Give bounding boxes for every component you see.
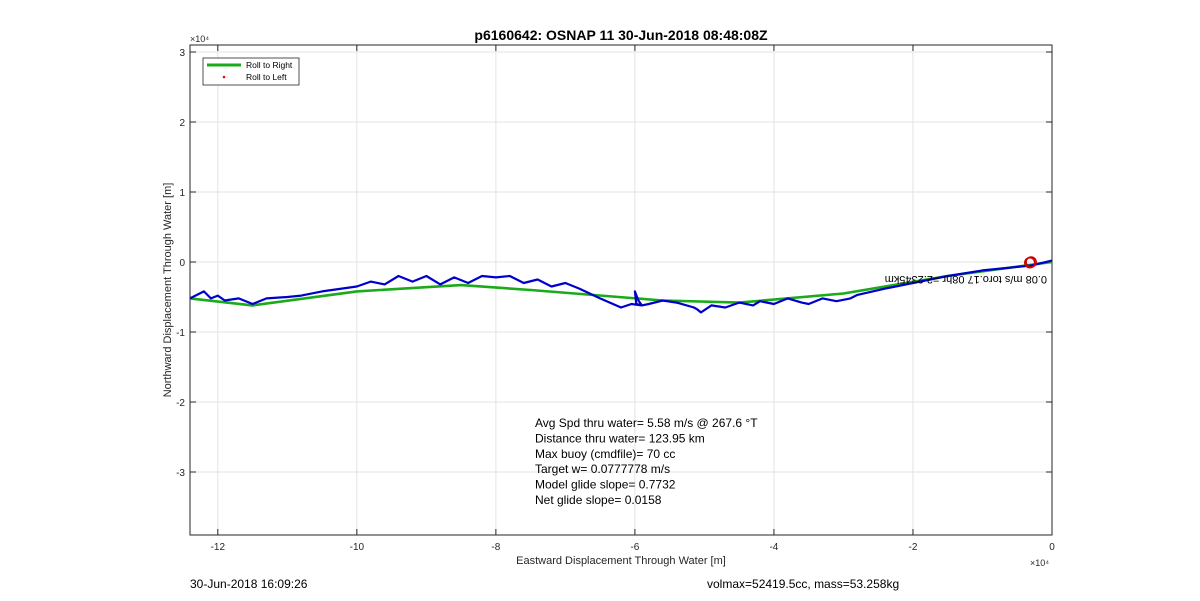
footer-vol-mass: volmax=52419.5cc, mass=53.258kg — [707, 577, 900, 591]
x-tick-label: -10 — [350, 542, 365, 553]
y-exponent-label: ×10⁴ — [190, 34, 209, 44]
legend-label-roll-right: Roll to Right — [246, 60, 293, 70]
annotation-line: Net glide slope= 0.0158 — [535, 493, 662, 507]
series-line-0 — [189, 260, 1053, 307]
legend: Roll to Right Roll to Left — [202, 57, 300, 86]
end-marker-circle — [1024, 256, 1036, 269]
y-tick-label: 2 — [179, 118, 185, 129]
legend-label-roll-left: Roll to Left — [246, 72, 287, 82]
y-tick-label: -1 — [176, 328, 185, 339]
annotation-line: Max buoy (cmdfile)= 70 cc — [535, 447, 675, 461]
x-axis-label: Eastward Displacement Through Water [m] — [516, 555, 726, 567]
x-tick-label: -8 — [491, 542, 500, 553]
axes-box — [189, 44, 1053, 536]
x-tick-label: 0 — [1049, 542, 1055, 553]
y-tick-label: -2 — [176, 398, 185, 409]
chart-title: p6160642: OSNAP 11 30-Jun-2018 08:48:08Z — [474, 27, 768, 43]
y-tick-label: -3 — [176, 468, 185, 479]
x-exponent-label: ×10⁴ — [1030, 558, 1049, 568]
legend-swatch-roll-left — [222, 75, 226, 79]
end-markers — [1024, 256, 1037, 269]
annotation-line: Target w= 0.0777778 m/s — [535, 462, 670, 476]
x-tick-label: -6 — [630, 542, 639, 553]
legend-box — [202, 57, 300, 86]
grid — [190, 45, 1053, 535]
series-line-1 — [189, 259, 1053, 314]
y-tick-label: 0 — [179, 258, 185, 269]
series-layer — [189, 259, 1053, 314]
y-axis-label: Northward Displacement Through Water [m] — [162, 183, 174, 398]
x-tick-label: -2 — [909, 542, 918, 553]
y-tick-label: 3 — [179, 48, 185, 59]
annotation-line: Distance thru water= 123.95 km — [535, 431, 705, 445]
end-point-label: 0.08 m/s toro.17 08hr =2.2345km — [885, 273, 1047, 285]
annotation-block: Avg Spd thru water= 5.58 m/s @ 267.6 °TD… — [535, 416, 758, 507]
footer-timestamp: 30-Jun-2018 16:09:26 — [190, 577, 308, 591]
x-tick-label: -4 — [769, 542, 778, 553]
y-tick-label: 1 — [179, 188, 185, 199]
x-tick-label: -12 — [211, 542, 226, 553]
annotation-line: Model glide slope= 0.7732 — [535, 478, 676, 492]
annotation-line: Avg Spd thru water= 5.58 m/s @ 267.6 °T — [535, 416, 758, 430]
